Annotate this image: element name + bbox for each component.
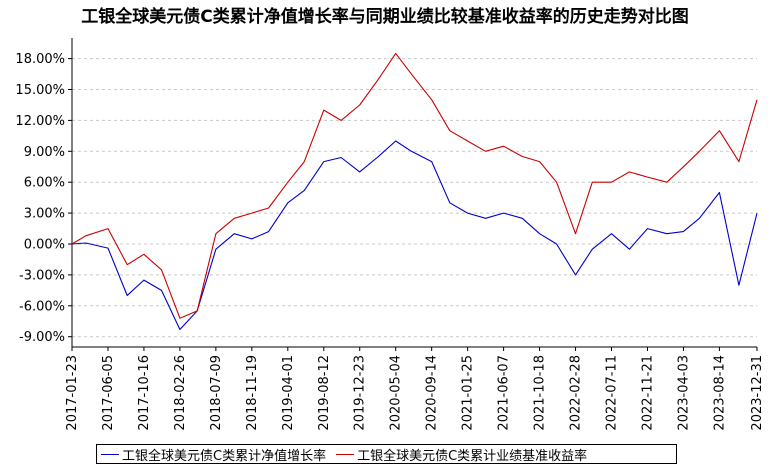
series-lines bbox=[71, 52, 758, 331]
x-tick-label: 2023-04-03 bbox=[676, 355, 691, 431]
x-tick-label: 2017-10-16 bbox=[137, 355, 152, 431]
legend-item-benchmark: 工银全球美元债C类累计业绩基准收益率 bbox=[336, 445, 587, 464]
y-tick-label: 15.00% bbox=[15, 83, 65, 98]
x-tick-label: 2022-07-11 bbox=[605, 355, 620, 431]
legend-swatch-benchmark bbox=[336, 453, 355, 455]
x-tick-label: 2019-08-12 bbox=[317, 355, 332, 431]
legend-item-nav: 工银全球美元债C类累计净值增长率 bbox=[101, 445, 326, 464]
x-tick-label: 2018-11-19 bbox=[245, 355, 260, 431]
y-tick-label: 0.00% bbox=[24, 238, 65, 253]
y-tick-label: -3.00% bbox=[19, 268, 65, 283]
series-line-benchmark bbox=[71, 52, 758, 319]
y-tick-label: 9.00% bbox=[24, 145, 65, 160]
x-tick-label: 2017-01-23 bbox=[65, 355, 80, 431]
x-tick-label: 2023-08-14 bbox=[712, 355, 727, 431]
gridlines bbox=[72, 58, 757, 338]
x-tick-label: 2021-01-25 bbox=[461, 355, 476, 431]
x-tick-label: 2018-02-26 bbox=[173, 355, 188, 431]
x-tick-label: 2023-12-31 bbox=[750, 355, 765, 431]
y-tick-label: 3.00% bbox=[24, 207, 65, 222]
x-tick-label: 2022-11-21 bbox=[640, 355, 655, 431]
y-tick-label: 12.00% bbox=[15, 114, 65, 129]
x-tick-label: 2019-12-23 bbox=[353, 355, 368, 431]
legend-label-nav: 工银全球美元债C类累计净值增长率 bbox=[122, 448, 327, 464]
x-tick-label: 2018-07-09 bbox=[209, 355, 224, 431]
x-axis-ticks: 2017-01-23 2017-06-05 2017-10-16 2018-02-26… bbox=[65, 347, 765, 431]
y-tick-label: -9.00% bbox=[19, 330, 65, 345]
y-axis-ticks: -9.00% -6.00% -3.00% 0.00% 3.00% 6.00% 9.00% 12… bbox=[15, 52, 72, 345]
x-tick-label: 2020-05-04 bbox=[389, 355, 404, 431]
y-tick-label: 18.00% bbox=[15, 52, 65, 67]
x-tick-label: 2022-02-28 bbox=[569, 355, 584, 431]
legend: 工银全球美元债C类累计净值增长率 工银全球美元债C类累计业绩基准收益率 bbox=[96, 444, 677, 464]
legend-label-benchmark: 工银全球美元债C类累计业绩基准收益率 bbox=[357, 448, 588, 464]
axes bbox=[71, 38, 757, 348]
y-tick-label: -6.00% bbox=[19, 299, 65, 314]
x-tick-label: 2017-06-05 bbox=[101, 355, 116, 431]
x-tick-label: 2019-04-01 bbox=[281, 355, 296, 431]
x-tick-label: 2021-06-07 bbox=[497, 355, 512, 431]
x-tick-label: 2021-10-18 bbox=[533, 355, 548, 431]
legend-swatch-nav bbox=[101, 453, 119, 455]
y-tick-label: 6.00% bbox=[24, 176, 65, 191]
series-line-nav bbox=[71, 140, 758, 331]
chart-title: 工银全球美元债C类累计净值增长率与同期业绩比较基准收益率的历史走势对比图 bbox=[81, 7, 689, 27]
x-tick-label: 2020-09-14 bbox=[425, 355, 440, 431]
